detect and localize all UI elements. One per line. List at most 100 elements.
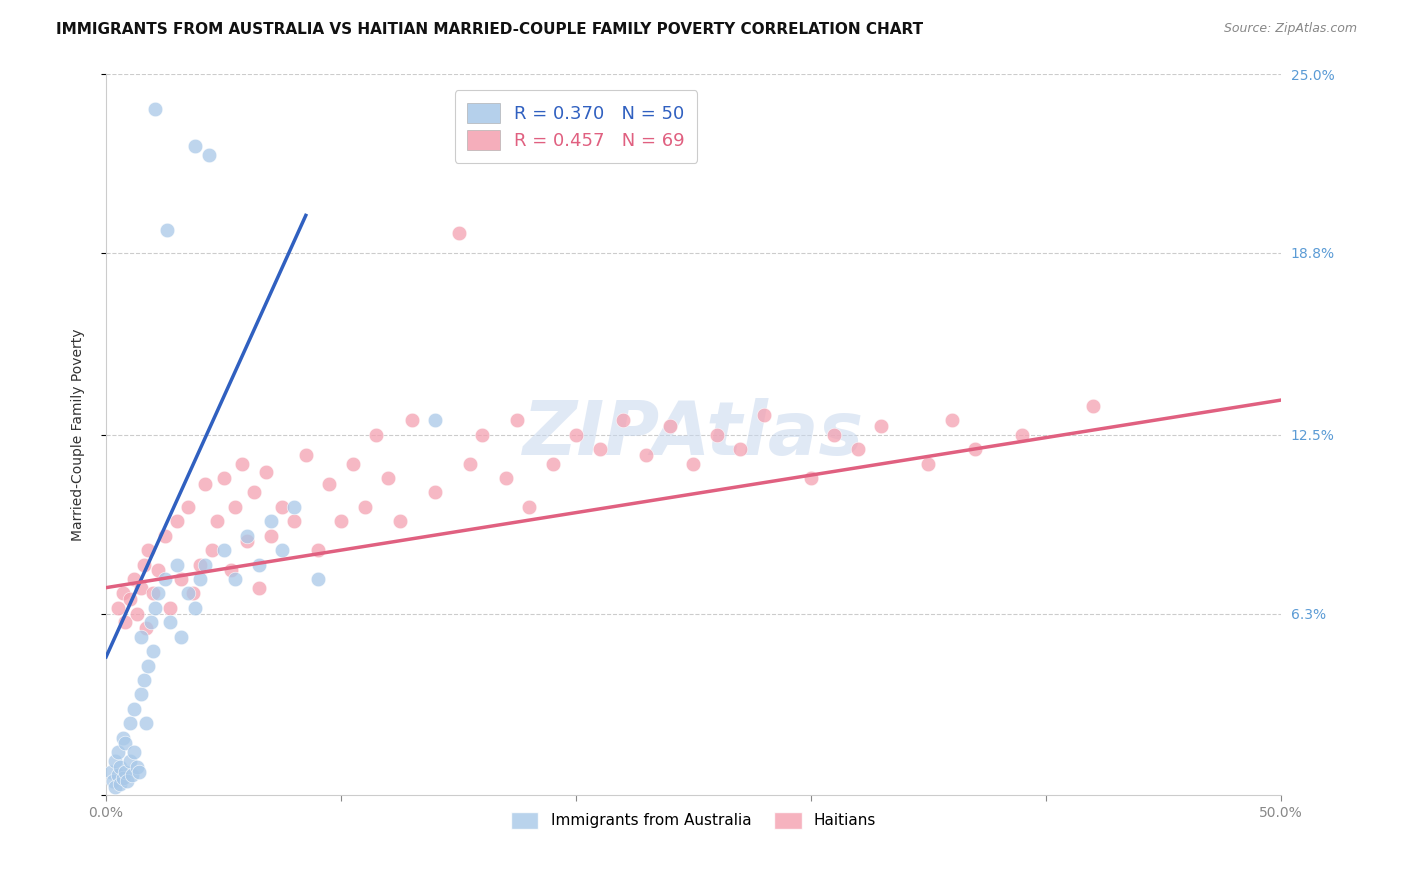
Point [800,471,823,485]
Text: ZIPAtlas: ZIPAtlas [523,398,865,471]
Text: IMMIGRANTS FROM AUSTRALIA VS HAITIAN MARRIED-COUPLE FAMILY POVERTY CORRELATION C: IMMIGRANTS FROM AUSTRALIA VS HAITIAN MAR… [56,22,924,37]
Point [177,586,200,600]
Point [682,457,704,471]
Point [142,586,165,600]
Point [588,442,610,457]
Point [271,543,294,558]
Point [153,572,176,586]
Point [114,615,136,630]
Point [917,457,939,471]
Point [259,529,281,543]
Point [243,485,266,500]
Point [517,500,540,514]
Point [142,644,165,658]
Legend: Immigrants from Australia, Haitians: Immigrants from Australia, Haitians [505,805,883,835]
Point [941,413,963,427]
Text: Source: ZipAtlas.com: Source: ZipAtlas.com [1223,22,1357,36]
Point [118,716,141,731]
Point [118,754,141,768]
Point [471,427,494,442]
Point [166,558,188,572]
Point [423,413,446,427]
Point [565,427,588,442]
Point [283,514,305,528]
Point [224,572,246,586]
Point [201,543,224,558]
Point [231,457,253,471]
Point [177,500,200,514]
Point [283,500,305,514]
Point [121,768,143,782]
Point [401,413,423,427]
Point [131,581,153,595]
Point [170,572,193,586]
Point [146,586,169,600]
Point [254,465,277,479]
Point [342,457,364,471]
Point [114,736,136,750]
Point [541,457,564,471]
Point [205,514,228,528]
Point [104,780,127,794]
Point [236,534,259,549]
Point [132,673,155,687]
Point [219,563,242,577]
Point [145,102,167,116]
Point [318,476,340,491]
Point [111,586,134,600]
Point [122,702,145,716]
Point [131,630,153,644]
Point [353,500,375,514]
Point [115,774,138,789]
Point [965,442,987,457]
Point [636,448,658,462]
Point [259,514,281,528]
Point [122,572,145,586]
Point [366,427,388,442]
Point [194,476,217,491]
Point [145,600,167,615]
Point [107,600,129,615]
Point [138,543,160,558]
Point [100,765,122,780]
Point [108,777,131,791]
Point [247,581,270,595]
Point [307,572,329,586]
Point [377,471,399,485]
Point [125,607,148,621]
Point [1011,427,1033,442]
Point [194,558,217,572]
Point [111,731,134,745]
Point [139,615,162,630]
Point [188,558,211,572]
Point [870,419,893,434]
Point [224,500,246,514]
Point [107,768,129,782]
Point [388,514,411,528]
Point [706,427,728,442]
Point [159,615,181,630]
Point [131,687,153,701]
Point [135,621,157,635]
Point [156,223,179,237]
Point [294,448,316,462]
Point [122,745,145,759]
Point [846,442,869,457]
Point [146,563,169,577]
Point [307,543,329,558]
Point [166,514,188,528]
Point [423,485,446,500]
Point [236,529,259,543]
Point [107,745,129,759]
Point [138,658,160,673]
Point [506,413,529,427]
Point [128,765,150,780]
Point [659,419,682,434]
Point [170,630,193,644]
Point [730,442,752,457]
Point [212,471,235,485]
Point [330,514,353,528]
Point [271,500,294,514]
Point [132,558,155,572]
Point [111,771,134,785]
